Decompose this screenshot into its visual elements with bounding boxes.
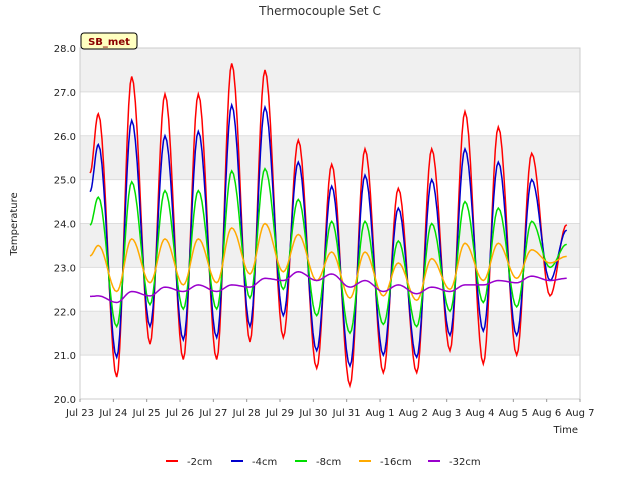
x-tick-label: Aug 3: [432, 408, 461, 419]
plot-bands: [80, 48, 580, 356]
y-tick-label: 21.0: [54, 351, 76, 362]
y-tick-label: 27.0: [54, 88, 76, 99]
x-tick-label: Jul 28: [232, 408, 261, 419]
legend-label: -32cm: [449, 457, 481, 468]
y-tick-label: 28.0: [54, 44, 76, 55]
x-tick-label: Jul 24: [98, 408, 127, 419]
y-tick-label: 23.0: [54, 263, 76, 274]
series-line-minus-32cm: [90, 271, 567, 304]
series-lines: [89, 63, 568, 389]
legend-label: -2cm: [187, 457, 212, 468]
legend-label: -8cm: [316, 457, 341, 468]
badge-label: SB_met: [88, 37, 130, 48]
x-tick-label: Aug 2: [399, 408, 428, 419]
x-tick-label: Jul 31: [332, 408, 361, 419]
grid-band: [80, 311, 580, 356]
x-tick-label: Aug 6: [532, 408, 561, 419]
legend: -2cm -4cm -8cm -16cm -32cm: [166, 457, 481, 468]
y-tick-label: 24.0: [54, 220, 76, 231]
series-line-minus-16cm: [89, 222, 567, 302]
x-tick-label: Jul 30: [298, 408, 327, 419]
chart-title: Thermocouple Set C: [258, 4, 381, 18]
legend-label: -4cm: [252, 457, 277, 468]
x-tick-label: Aug 7: [565, 408, 594, 419]
x-tick-label: Jul 23: [65, 408, 94, 419]
grid-band: [80, 48, 580, 92]
y-tick-label: 22.0: [54, 307, 76, 318]
badge-box: [80, 32, 138, 50]
y-tick-label: 20.0: [54, 395, 76, 406]
station-badge: SB_met: [80, 32, 138, 50]
y-tick-labels: 20.0 21.0 22.0 23.0 24.0 25.0 26.0 27.0 28.0: [54, 44, 76, 406]
x-axis-label: Time: [553, 425, 578, 436]
y-tick-label: 26.0: [54, 132, 76, 143]
y-axis-label: Temperature: [9, 192, 20, 256]
grid-band: [80, 223, 580, 268]
x-tick-label: Aug 4: [465, 408, 494, 419]
x-tick-label: Aug 5: [499, 408, 528, 419]
x-tick-label: Jul 25: [132, 408, 161, 419]
x-tick-label: Jul 26: [165, 408, 194, 419]
x-tick-labels: Jul 23 Jul 24 Jul 25 Jul 26 Jul 27 Jul 28 Jul …: [65, 399, 595, 419]
x-tick-label: Aug 1: [365, 408, 394, 419]
legend-label: -16cm: [380, 457, 412, 468]
y-tick-label: 25.0: [54, 176, 76, 187]
plot-border: [79, 47, 581, 400]
x-tick-label: Jul 27: [198, 408, 227, 419]
x-tick-label: Jul 29: [265, 408, 294, 419]
